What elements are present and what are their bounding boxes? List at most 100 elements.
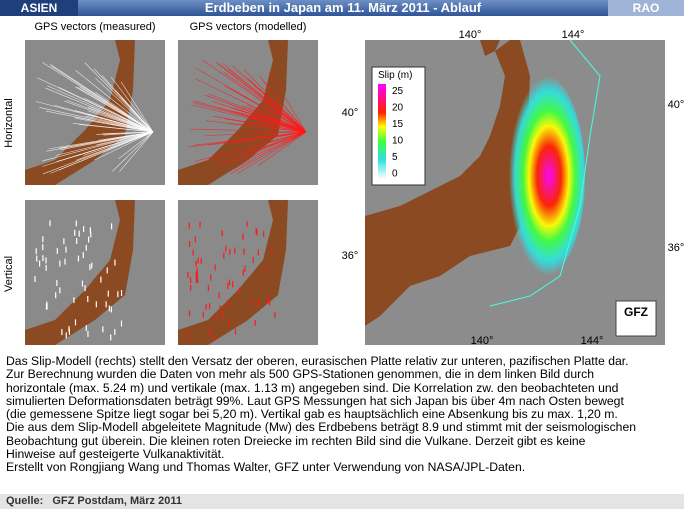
lon-label: 144° (581, 335, 604, 347)
gps-vector (64, 100, 154, 133)
text-line: Erstellt von Rongjiang Wang und Thomas W… (6, 460, 526, 475)
slip-distribution (505, 76, 585, 276)
gps-vector (46, 131, 154, 152)
text-line: Zur Berechnung wurden die Daten von mehr… (6, 367, 595, 382)
japan (178, 200, 288, 345)
legend-scale (378, 84, 386, 179)
lon-label: 140° (459, 29, 482, 41)
gps-vector (229, 123, 307, 133)
gps-vector (224, 72, 307, 133)
logo: GFZ (624, 305, 648, 319)
trench (489, 39, 601, 307)
title: Erdbeben in Japan am 11. März 2011 - Abl… (204, 0, 482, 15)
source-label: Quelle: (6, 495, 44, 507)
map-panel (25, 200, 165, 345)
text-line: Das Slip-Modell (rechts) stellt den Vers… (6, 354, 629, 368)
gps-vector (215, 131, 307, 165)
gps-vector (222, 63, 307, 133)
text-line: Die aus dem Slip-Modell abgeleitete Magn… (6, 420, 636, 435)
gps-vector (112, 131, 154, 172)
gps-vector (39, 107, 154, 133)
description: Das Slip-Modell (rechts) stellt den Vers… (6, 354, 636, 475)
gps-vector (37, 77, 154, 133)
gps-vector (243, 69, 307, 133)
gps-vector (227, 103, 307, 133)
gps-vector (204, 131, 307, 136)
gps-vector (217, 62, 307, 133)
gps-vector (42, 62, 154, 133)
lon-label: 140° (471, 335, 494, 347)
row-label: Vertical (3, 256, 15, 292)
gps-vector (268, 71, 307, 133)
gps-vector (218, 107, 307, 133)
gps-vector (55, 131, 154, 156)
gps-vector (94, 131, 154, 161)
gps-vector (98, 131, 154, 141)
gps-vector (74, 131, 154, 157)
lon-label: 144° (562, 29, 585, 41)
gps-vector (195, 78, 307, 133)
gps-vector (229, 131, 307, 175)
logo-box (615, 300, 657, 337)
slip-map: Slip (m) 25 20 15 10 5 0 GFZ (365, 39, 665, 345)
section-code: RAO (608, 0, 684, 16)
gps-vector (89, 105, 154, 133)
gps-vector (87, 113, 154, 133)
gps-vector (110, 76, 154, 133)
gps-vector (75, 70, 154, 133)
gps-vector (235, 108, 307, 133)
gps-vector (190, 128, 307, 133)
gps-vector (83, 131, 154, 156)
gps-vector (74, 116, 154, 133)
text-line: Beobachtung gut überein. Die kleinen rot… (6, 433, 586, 448)
map-panel (25, 40, 165, 185)
column-label: GPS vectors (measured) (34, 21, 155, 33)
text-line: horizontale (max. 5.24 m) und vertikale … (6, 380, 619, 395)
section: ASIEN (0, 0, 78, 16)
gps-vector (241, 105, 307, 133)
japan (25, 200, 135, 345)
gps-vector (229, 131, 307, 172)
header: ASIEN Erdbeben in Japan am 11. März 2011… (0, 0, 684, 16)
gps-vector (202, 59, 307, 133)
japan (365, 40, 530, 326)
legend-tick: 5 (392, 152, 398, 163)
gps-vector (58, 131, 154, 171)
gps-vector (120, 81, 154, 133)
legend-tick: 10 (392, 136, 404, 147)
legend-tick: 0 (392, 169, 398, 180)
lat-label: 40° (668, 99, 684, 111)
gps-vector (87, 110, 154, 133)
text-line: (die gemessene Spitze liegt sogar bei 5,… (6, 407, 618, 422)
gps-vector (41, 131, 154, 162)
legend-tick: 25 (392, 86, 404, 97)
column-label: GPS vectors (modelled) (190, 21, 307, 33)
gps-vector (95, 77, 154, 133)
map-panel (178, 200, 318, 345)
gps-vector (248, 79, 307, 133)
source: GFZ Postdam, März 2011 (52, 495, 182, 507)
gps-vector (119, 131, 154, 172)
gps-vector (236, 131, 307, 175)
gps-vector (236, 131, 307, 165)
gps-vector (262, 80, 307, 133)
hokkaido (480, 40, 500, 56)
footer: Quelle: GFZ Postdam, März 2011 (0, 494, 684, 509)
text-line: simulierten Deformationsdaten beträgt 99… (6, 393, 624, 408)
gps-vector (191, 104, 307, 133)
gps-vector (194, 131, 307, 162)
gps-vector (258, 131, 307, 166)
gps-vector (84, 62, 154, 133)
gps-vector (75, 131, 154, 161)
lat-label: 36° (668, 242, 684, 254)
gps-vector (118, 131, 154, 160)
gps-vector (224, 118, 307, 133)
figure: GPS vectors (measured) GPS vectors (mode… (3, 21, 684, 347)
japan (178, 40, 288, 185)
gps-vector (115, 90, 154, 133)
gps-vector (72, 122, 154, 133)
gps-vector (267, 131, 307, 144)
gps-vector (47, 85, 154, 133)
gps-vector (35, 101, 154, 133)
